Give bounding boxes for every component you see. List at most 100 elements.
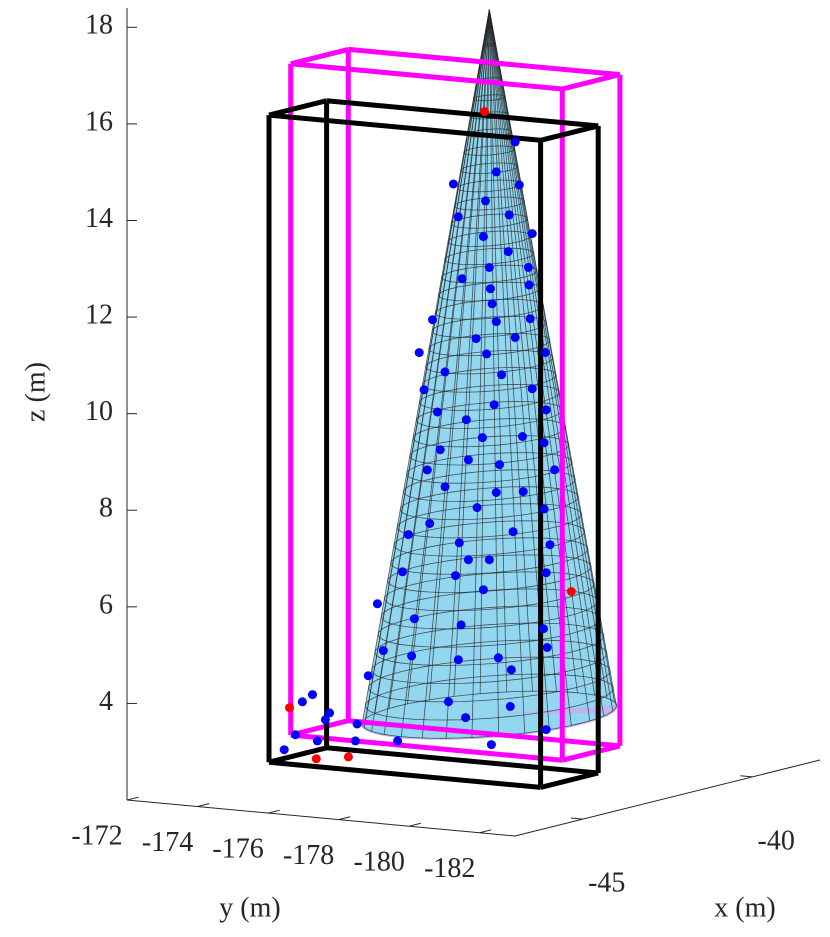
cone-mesh	[453, 9, 490, 697]
x-tick-label: -40	[758, 825, 795, 856]
y-tick	[338, 816, 351, 821]
point	[285, 703, 294, 713]
point	[524, 280, 534, 290]
point	[477, 433, 487, 443]
point	[482, 349, 492, 359]
y-tick-label: -176	[212, 834, 263, 865]
x-tick	[740, 775, 753, 778]
point	[478, 585, 488, 595]
point	[453, 655, 463, 665]
y-tick-label: -182	[424, 853, 475, 884]
cone-mesh	[371, 9, 490, 732]
z-tick-label: 10	[85, 396, 113, 427]
point	[542, 643, 552, 652]
point	[484, 555, 494, 565]
point	[523, 262, 533, 272]
point	[454, 538, 464, 548]
point	[451, 571, 460, 581]
cone-mesh	[488, 9, 508, 692]
point	[311, 754, 321, 764]
point	[491, 488, 501, 497]
point	[461, 415, 471, 425]
point	[457, 274, 467, 284]
point	[440, 367, 450, 377]
point	[487, 299, 497, 309]
point	[312, 736, 322, 746]
x-tick	[570, 817, 583, 820]
point	[540, 348, 550, 357]
point	[518, 487, 528, 497]
point	[456, 620, 466, 630]
point	[505, 702, 515, 711]
x-tick-label: -45	[588, 868, 625, 899]
point	[461, 713, 471, 723]
point	[440, 482, 450, 492]
z-axis-label: z (m)	[20, 362, 51, 422]
point	[414, 348, 424, 358]
point	[541, 405, 551, 415]
y-tick	[479, 829, 492, 834]
point	[491, 167, 501, 177]
z-tick-label: 4	[99, 686, 113, 717]
point	[493, 653, 503, 663]
point	[539, 504, 549, 514]
point	[527, 384, 537, 394]
cone-mesh	[488, 9, 526, 734]
point	[514, 180, 524, 190]
point	[510, 333, 520, 342]
z-tick-label: 8	[99, 493, 113, 524]
cone-mesh	[363, 9, 490, 728]
point	[478, 232, 488, 242]
point	[491, 317, 501, 327]
cone-mesh	[488, 9, 499, 736]
cone-mesh	[488, 9, 605, 717]
point	[545, 540, 555, 550]
y-tick	[126, 796, 139, 801]
point	[419, 385, 429, 395]
y-tick	[409, 822, 421, 827]
point	[463, 455, 473, 465]
box	[266, 98, 601, 790]
point	[550, 465, 560, 475]
point	[489, 400, 499, 410]
z-tick-label: 12	[85, 299, 113, 330]
point	[504, 210, 514, 220]
point	[372, 599, 382, 609]
point	[453, 212, 463, 222]
cone-mesh	[488, 9, 615, 703]
z-tick-label: 18	[85, 10, 113, 41]
point	[518, 432, 527, 441]
y-tick-label: -180	[354, 847, 405, 878]
point	[407, 651, 417, 661]
point	[308, 690, 317, 700]
cone-mesh	[383, 9, 490, 735]
y-tick	[197, 803, 210, 808]
point	[428, 315, 437, 325]
point	[448, 179, 458, 189]
point	[422, 465, 432, 475]
point	[486, 740, 496, 750]
point	[403, 530, 413, 540]
point	[541, 568, 551, 578]
point	[525, 314, 535, 324]
point	[325, 708, 335, 718]
point	[484, 263, 494, 272]
point	[279, 745, 289, 755]
point	[510, 137, 520, 147]
point	[566, 587, 576, 596]
cone-mesh	[428, 9, 490, 700]
cone-mesh	[471, 9, 490, 738]
point	[350, 736, 360, 746]
point	[463, 555, 473, 565]
point	[297, 697, 307, 707]
cone-mesh	[488, 9, 557, 692]
point	[352, 719, 362, 729]
point	[472, 503, 482, 513]
cone-mesh	[488, 9, 533, 692]
y-axis-label: y (m)	[219, 892, 280, 923]
point	[471, 334, 481, 344]
point	[363, 671, 373, 681]
point	[398, 567, 407, 577]
point	[508, 527, 518, 537]
